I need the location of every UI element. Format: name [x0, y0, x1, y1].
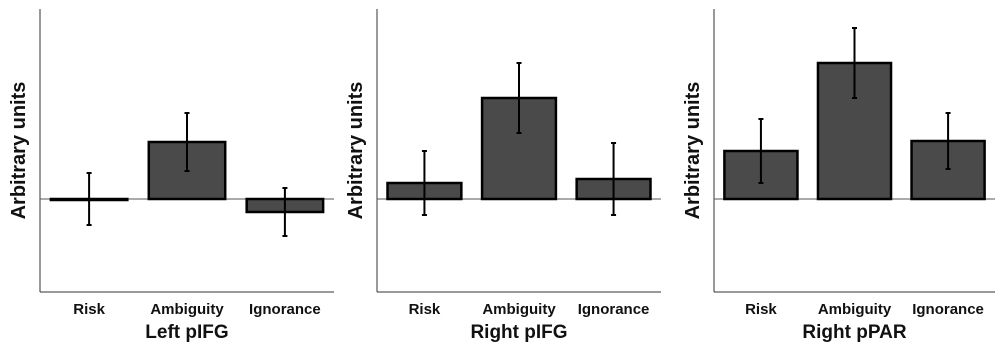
panel-title: Right pPAR — [802, 322, 906, 343]
panel-title: Right pIFG — [470, 322, 567, 343]
x-tick-label-ambiguity: Ambiguity — [818, 301, 892, 318]
x-tick-label-ignorance: Ignorance — [249, 301, 321, 318]
y-axis-label: Arbitrary units — [8, 82, 30, 220]
x-tick-label-risk: Risk — [409, 301, 441, 318]
chart-panel-2: Risk Ambiguity Ignorance Right pIFG Arbitrar… — [345, 9, 661, 343]
chart-panel-1: Risk Ambiguity Ignorance Left pIFG Arbitrary… — [8, 9, 334, 343]
x-tick-label-ambiguity: Ambiguity — [482, 301, 556, 318]
x-tick-label-ambiguity: Ambiguity — [150, 301, 224, 318]
panel-title: Left pIFG — [145, 322, 228, 343]
y-axis-label: Arbitrary units — [682, 82, 704, 220]
y-axis-label: Arbitrary units — [345, 82, 367, 220]
x-tick-label-risk: Risk — [73, 301, 105, 318]
x-tick-label-risk: Risk — [745, 301, 777, 318]
chart-panel-3: Risk Ambiguity Ignorance Right pPAR Arbitrar… — [682, 9, 995, 343]
x-tick-label-ignorance: Ignorance — [578, 301, 650, 318]
x-tick-label-ignorance: Ignorance — [912, 301, 984, 318]
